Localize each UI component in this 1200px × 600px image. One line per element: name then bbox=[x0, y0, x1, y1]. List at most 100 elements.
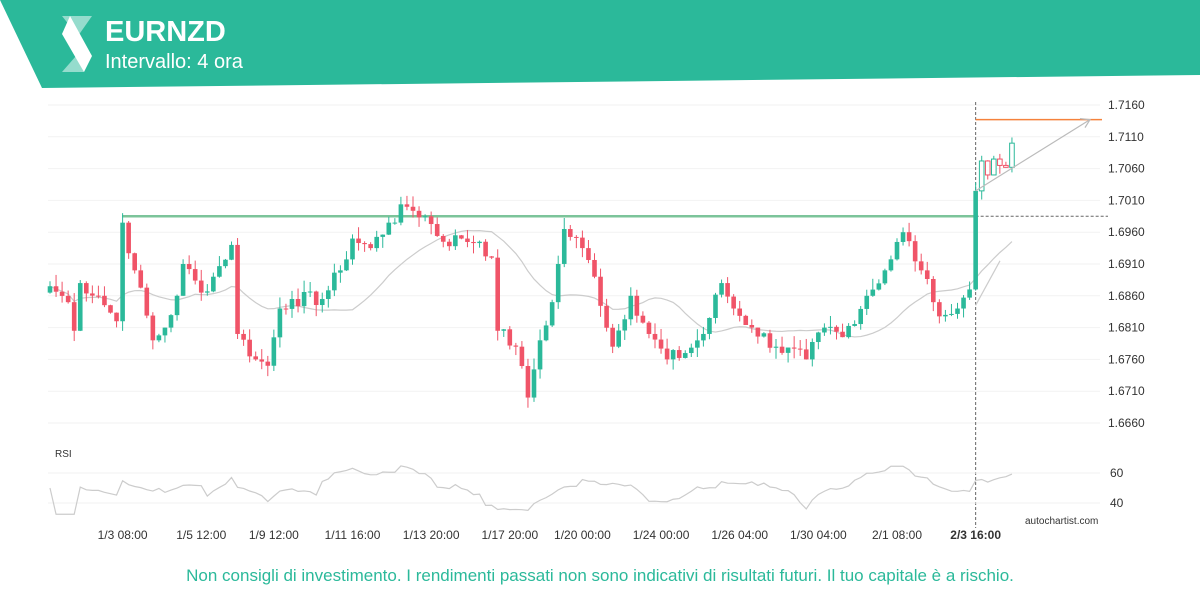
candle bbox=[241, 329, 246, 346]
candle bbox=[537, 329, 543, 379]
candle bbox=[731, 294, 736, 316]
candle bbox=[695, 329, 700, 357]
candle bbox=[622, 314, 628, 340]
candle bbox=[943, 309, 948, 322]
candle bbox=[646, 321, 652, 339]
candle bbox=[65, 290, 71, 304]
candle bbox=[810, 338, 815, 367]
candle bbox=[198, 269, 204, 301]
candle bbox=[277, 297, 283, 348]
x-tick-label: 1/11 16:00 bbox=[325, 528, 381, 542]
y-tick-label: 1.6710 bbox=[1108, 384, 1145, 398]
candle bbox=[797, 340, 803, 356]
x-tick-label: 1/20 00:00 bbox=[554, 528, 611, 542]
candle bbox=[192, 260, 198, 285]
candle bbox=[519, 341, 525, 369]
candle bbox=[138, 264, 144, 289]
y-tick-label: 1.6810 bbox=[1108, 321, 1145, 335]
candle bbox=[507, 326, 513, 350]
candle bbox=[289, 290, 295, 318]
candle bbox=[398, 196, 404, 226]
candle bbox=[580, 230, 585, 258]
candle bbox=[664, 338, 670, 365]
header-banner bbox=[0, 0, 1200, 88]
candle bbox=[531, 358, 537, 402]
interval-label: Intervallo: 4 ora bbox=[105, 51, 243, 73]
candle bbox=[205, 284, 210, 296]
candle bbox=[574, 235, 579, 249]
candle bbox=[186, 255, 192, 275]
candle bbox=[737, 300, 742, 322]
candle bbox=[791, 336, 797, 359]
candle bbox=[271, 329, 277, 372]
candle bbox=[410, 196, 416, 218]
candle bbox=[59, 281, 65, 303]
candle bbox=[126, 220, 131, 259]
x-tick-label: 2/3 16:00 bbox=[950, 528, 1001, 542]
candle bbox=[71, 293, 77, 342]
candle bbox=[434, 217, 440, 237]
candle bbox=[676, 346, 682, 361]
forecast-arrow bbox=[975, 119, 1091, 192]
candle bbox=[380, 234, 386, 248]
autochartist-logo-icon bbox=[62, 16, 92, 72]
candle bbox=[785, 347, 791, 363]
x-tick-label: 1/9 12:00 bbox=[249, 528, 299, 542]
candle bbox=[955, 302, 960, 319]
candle bbox=[422, 214, 428, 222]
candle bbox=[301, 280, 307, 314]
rsi-label: RSI bbox=[55, 449, 72, 460]
candle bbox=[168, 314, 174, 333]
candle bbox=[465, 230, 470, 248]
disclaimer: Non consigli di investimento. I rendimen… bbox=[186, 566, 1014, 585]
candle bbox=[295, 288, 301, 313]
candle bbox=[259, 349, 265, 370]
candle bbox=[725, 277, 730, 304]
x-tick-label: 1/3 08:00 bbox=[98, 528, 148, 542]
candle bbox=[840, 323, 845, 338]
rsi-line bbox=[49, 465, 1013, 515]
candle bbox=[912, 235, 918, 272]
candle bbox=[265, 355, 271, 377]
candle bbox=[495, 249, 500, 341]
symbol-title: EURNZD bbox=[105, 16, 226, 48]
candle bbox=[453, 229, 458, 250]
candle bbox=[211, 272, 216, 293]
candle bbox=[525, 358, 531, 408]
rsi-tick-label: 40 bbox=[1110, 496, 1124, 510]
y-tick-label: 1.7110 bbox=[1108, 130, 1144, 144]
candle bbox=[471, 235, 476, 254]
candle bbox=[906, 222, 912, 247]
candle bbox=[561, 217, 567, 268]
candle bbox=[247, 329, 252, 363]
candle bbox=[984, 160, 991, 180]
candle bbox=[670, 349, 676, 370]
candle bbox=[803, 338, 809, 360]
candle bbox=[180, 259, 186, 296]
candle bbox=[828, 315, 833, 335]
candle bbox=[368, 242, 373, 251]
candle bbox=[616, 324, 621, 349]
price-chart[interactable]: 1.7160 1.7110 1.7060 1.7010 1.6960 1.6910 1.68… bbox=[0, 0, 1200, 560]
candle bbox=[707, 317, 712, 340]
candle bbox=[834, 325, 839, 340]
y-tick-label: 1.7060 bbox=[1108, 162, 1145, 176]
candle bbox=[640, 311, 646, 324]
x-tick-label: 1/13 20:00 bbox=[403, 528, 460, 542]
x-tick-label: 1/30 04:00 bbox=[790, 528, 847, 542]
candle bbox=[918, 253, 924, 275]
candle bbox=[392, 218, 398, 225]
candle bbox=[658, 328, 664, 354]
candle bbox=[816, 331, 821, 350]
candle bbox=[319, 292, 325, 313]
x-tick-label: 1/17 20:00 bbox=[481, 528, 538, 542]
candle bbox=[356, 227, 361, 251]
candle bbox=[1003, 161, 1009, 168]
candle bbox=[313, 290, 319, 317]
x-tick-label: 2/1 08:00 bbox=[872, 528, 922, 542]
candle bbox=[864, 289, 870, 315]
candle bbox=[543, 320, 549, 342]
candle bbox=[223, 258, 228, 269]
candle bbox=[997, 153, 1003, 174]
candle bbox=[888, 255, 894, 272]
